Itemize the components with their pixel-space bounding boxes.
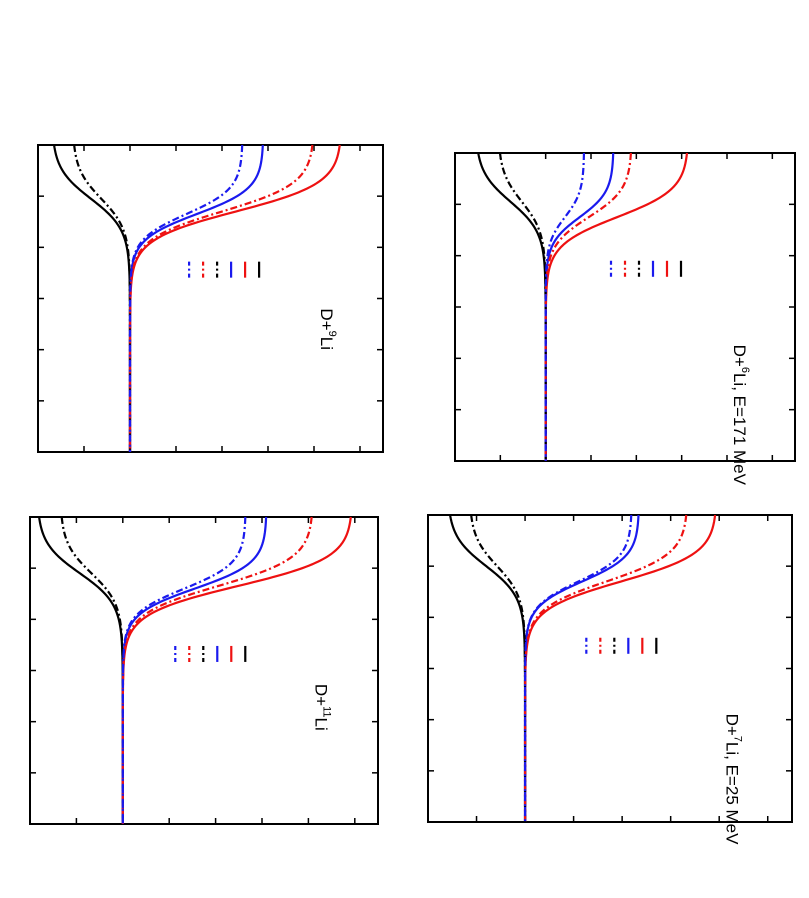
chart-panel-2: D+9Li [37,144,384,453]
series-line-5 [523,514,688,822]
title-main: D+ [722,714,741,736]
title-superscript: 6 [739,367,751,373]
series-line-6 [121,516,247,824]
title-rest: Li [317,337,336,350]
title-superscript: 11 [320,706,332,717]
title-main: D+ [311,684,330,706]
chart-panel-1: D+6Li, E=171 MeV [454,152,796,486]
series-line-1 [53,144,132,452]
title-main: D+ [317,308,336,330]
title-superscript: 7 [731,736,743,742]
series-line-5 [121,516,313,824]
panel-title: D+9Li [317,308,338,350]
series-line-3 [121,516,268,824]
series-line-4 [498,152,547,461]
series-line-6 [128,144,244,452]
series-line-2 [121,516,352,824]
series-line-6 [523,514,633,822]
series-line-1 [449,514,527,822]
panel-title: D+11Li [311,684,332,731]
title-rest: Li [311,718,330,731]
series-line-2 [544,152,689,461]
series-line-5 [544,152,632,461]
series-line-3 [523,514,640,822]
panel-title: D+6Li, E=171 MeV [730,345,751,486]
panel-title: D+7Li, E=25 MeV [722,714,743,846]
series-line-2 [128,144,341,452]
title-main: D+ [730,345,749,367]
chart-panel-3: D+7Li, E=25 MeV [427,514,793,846]
title-superscript: 9 [326,331,338,337]
series-line-5 [128,144,314,452]
title-rest: Li, E=171 MeV [730,373,749,486]
series-line-3 [544,152,615,461]
series-line-4 [60,516,124,824]
plot-frame [37,144,384,453]
series-line-3 [128,144,264,452]
series-line-1 [477,152,547,461]
series-line-6 [544,152,586,461]
chart-panel-4: D+11Li [29,516,379,825]
title-rest: Li, E=25 MeV [722,742,741,845]
